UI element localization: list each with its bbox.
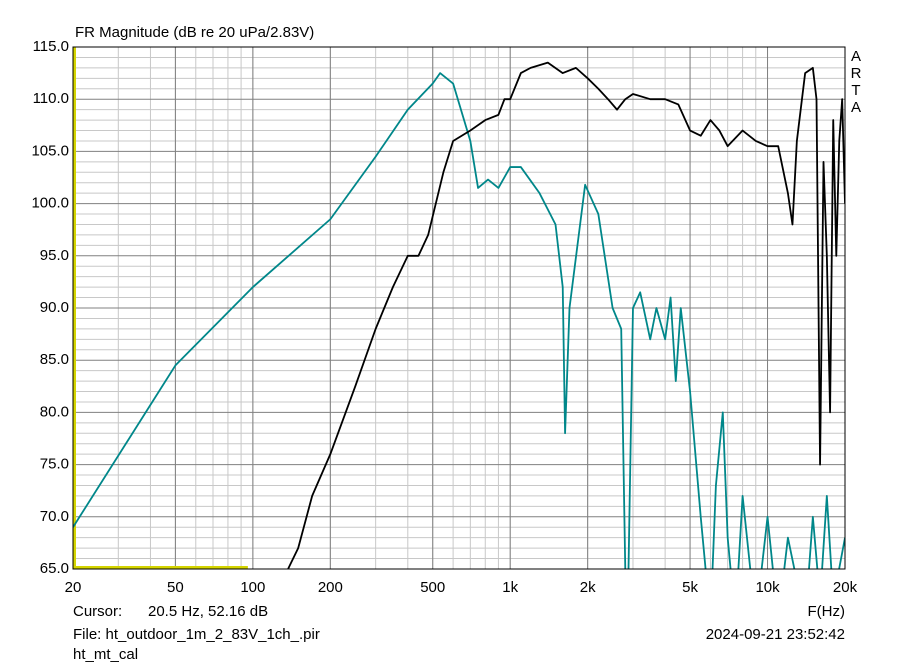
y-tick-label: 115.0 [33, 38, 69, 55]
x-tick-label: 50 [167, 579, 184, 596]
side-label: A [851, 99, 861, 116]
cursor-value: 20.5 Hz, 52.16 dB [148, 603, 268, 620]
x-tick-label: 20 [65, 579, 82, 596]
x-tick-label: 2k [580, 579, 596, 596]
cursor-label: Cursor: [73, 603, 122, 620]
x-tick-label: 100 [240, 579, 265, 596]
y-tick-label: 105.0 [31, 142, 69, 159]
y-tick-label: 80.0 [40, 403, 69, 420]
y-tick-label: 90.0 [40, 299, 69, 316]
y-tick-label: 110.0 [33, 90, 69, 107]
plot-border [72, 46, 846, 570]
series-line [73, 72, 845, 569]
x-tick-label: 5k [682, 579, 698, 596]
side-label: T [851, 82, 860, 99]
x-tick-label: 10k [755, 579, 780, 596]
y-tick-label: 100.0 [31, 195, 69, 212]
x-tick-label: 1k [502, 579, 518, 596]
x-tick-label: 20k [833, 579, 858, 596]
y-tick-label: 85.0 [40, 351, 69, 368]
note: ht_mt_cal [73, 646, 138, 663]
x-axis-label: F(Hz) [808, 603, 846, 620]
plot-lines [73, 61, 845, 569]
y-tick-label: 70.0 [40, 508, 69, 525]
series-line [287, 61, 845, 569]
side-label: A [851, 48, 861, 65]
timestamp: 2024-09-21 23:52:42 [706, 626, 845, 643]
y-tick-label: 65.0 [40, 560, 69, 577]
x-tick-label: 200 [318, 579, 343, 596]
y-tick-label: 75.0 [40, 456, 69, 473]
chart-title: FR Magnitude (dB re 20 uPa/2.83V) [75, 24, 314, 41]
file-name: File: ht_outdoor_1m_2_83V_1ch_.pir [73, 626, 320, 643]
side-label: R [851, 65, 862, 82]
y-tick-label: 95.0 [40, 247, 69, 264]
x-tick-label: 500 [420, 579, 445, 596]
